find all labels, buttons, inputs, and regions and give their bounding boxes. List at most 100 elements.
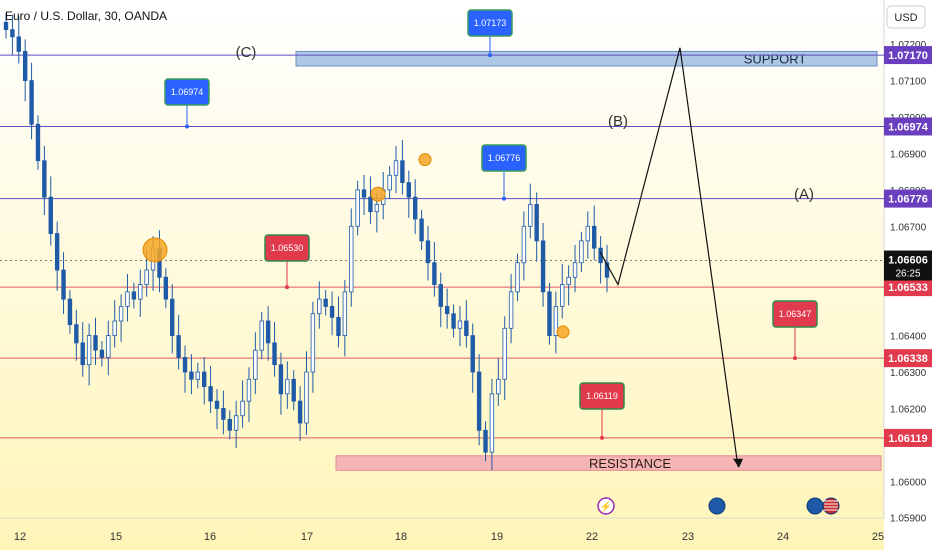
price-tick-label: 1.06200: [890, 404, 927, 415]
price-tick-label: 1.06000: [890, 477, 927, 488]
candle-body: [48, 196, 53, 234]
candle-body: [425, 240, 431, 264]
candle-body: [67, 298, 73, 326]
price-callout: [579, 382, 625, 410]
candle-body: [54, 233, 60, 271]
time-tick-label: 17: [301, 531, 313, 543]
candle-body: [393, 160, 399, 176]
lightning-event-icon[interactable]: [597, 497, 615, 515]
projection-arrowhead: [733, 458, 743, 468]
candle-body: [29, 80, 34, 125]
candle-body: [451, 313, 456, 329]
candle-body: [259, 320, 264, 351]
level-price-tag-label: 1.06119: [888, 433, 927, 445]
candle-body: [16, 36, 21, 52]
callout-anchor: [185, 124, 189, 129]
wave-label-b: (B): [608, 113, 628, 130]
price-callout-label: 1.07173: [474, 18, 507, 28]
candle-body: [61, 269, 66, 300]
candle-body: [592, 225, 597, 249]
lightning-glyph-icon: ⚡: [600, 500, 612, 513]
level-price-tag: [884, 189, 932, 208]
candle-body: [144, 269, 149, 285]
projection-path: [599, 47, 739, 467]
wave-label-c: (C): [236, 44, 257, 61]
candle-body: [240, 400, 245, 417]
candle-body: [540, 240, 546, 293]
candle-body: [528, 204, 533, 227]
eu-event-icon[interactable]: [708, 497, 726, 515]
price-callout: [164, 78, 210, 106]
price-callout: [481, 144, 527, 172]
time-tick-label: 12: [14, 531, 26, 543]
price-callout-label: 1.06347: [779, 309, 812, 319]
candle-body: [125, 291, 130, 307]
candle-body: [419, 218, 424, 242]
eu-event-icon[interactable]: [806, 497, 824, 515]
candle-body: [93, 335, 98, 351]
candle-body: [444, 306, 450, 315]
candle-body: [163, 276, 169, 300]
candle-body: [464, 320, 469, 336]
level-price-tag: [884, 46, 932, 65]
candle-body: [323, 298, 328, 307]
candle-body: [310, 313, 316, 373]
price-callout-label: 1.06530: [271, 243, 304, 253]
candle-body: [566, 276, 571, 285]
candle-body: [195, 371, 201, 380]
currency-button[interactable]: [886, 5, 926, 29]
swing-marker: [370, 186, 386, 202]
candle-body: [208, 386, 213, 402]
chart-title: Euro / U.S. Dollar, 30, OANDA: [5, 9, 167, 23]
level-price-tag-label: 1.06974: [888, 121, 929, 133]
candle-body: [604, 262, 610, 278]
callout-anchor: [793, 356, 797, 361]
candle-body: [515, 262, 520, 293]
candle-body: [585, 225, 591, 242]
level-price-tag: [884, 117, 932, 136]
candle-body: [297, 400, 303, 424]
candle-body: [22, 51, 28, 81]
level-price-tag-label: 1.06338: [888, 353, 928, 365]
candle-body: [489, 393, 495, 453]
price-callout: [467, 9, 513, 37]
candle-body: [412, 196, 418, 220]
price-tick-label: 1.06900: [890, 149, 927, 160]
time-tick-label: 22: [586, 531, 598, 543]
current-price-label: 1.06606: [888, 255, 928, 267]
candle-body: [214, 400, 220, 409]
price-tick-label: 1.07100: [890, 77, 927, 88]
candle-body: [572, 262, 578, 278]
candle-body: [106, 335, 111, 358]
us-event-icon[interactable]: [822, 497, 840, 515]
level-price-tag: [884, 428, 932, 447]
resistance-zone: [335, 455, 882, 471]
time-tick-label: 15: [110, 531, 122, 543]
wave-label-a: (A): [794, 186, 814, 203]
candle-body: [99, 349, 105, 358]
candle-body: [86, 335, 92, 366]
currency-label[interactable]: USD: [894, 12, 917, 24]
candle-body: [278, 364, 284, 395]
swing-marker: [142, 237, 168, 263]
countdown-label: 26:25: [895, 269, 920, 280]
support-label: SUPPORT: [744, 52, 807, 67]
candle-body: [170, 298, 175, 336]
candle-body: [547, 291, 552, 336]
candle-body: [502, 327, 507, 380]
candle-body: [521, 225, 527, 264]
time-tick-label: 19: [491, 531, 503, 543]
swing-marker: [556, 325, 570, 339]
candle-body: [579, 240, 584, 264]
time-tick-label: 25: [872, 531, 884, 543]
candle-body: [42, 160, 47, 198]
candle-body: [233, 415, 239, 431]
callout-anchor: [600, 435, 604, 440]
candle-body: [202, 371, 207, 387]
price-callout: [772, 300, 818, 328]
candle-body: [406, 182, 411, 198]
level-price-tag-label: 1.07170: [888, 50, 928, 62]
candle-body: [534, 204, 539, 242]
candle-body: [80, 342, 85, 366]
